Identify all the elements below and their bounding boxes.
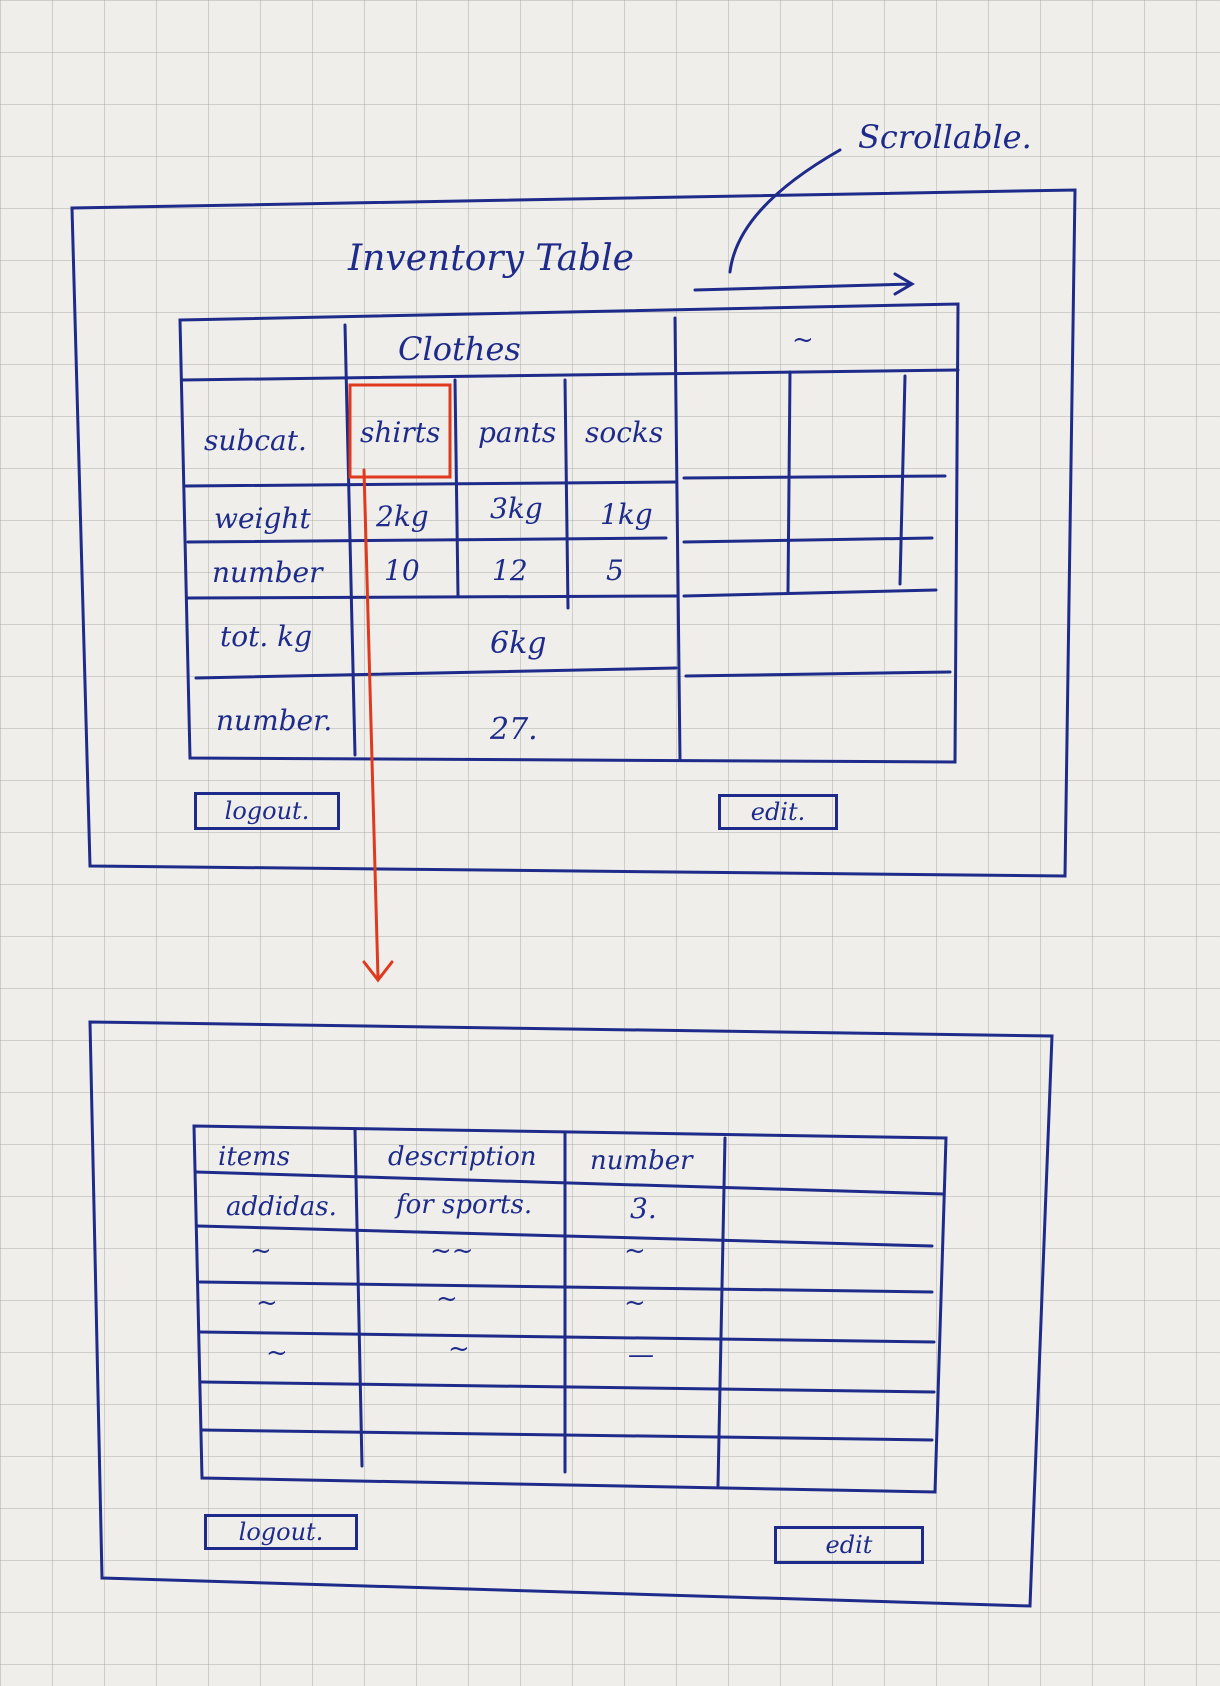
weight-cell-pants: 3kg (490, 492, 543, 525)
total-number-value: 27. (490, 712, 538, 747)
category-header-clothes: Clothes (398, 330, 521, 368)
scroll-col-line-b (898, 374, 907, 586)
row-header-total-number: number. (216, 704, 333, 737)
row-line-4 (186, 594, 678, 600)
scroll-annotation-curve (728, 148, 842, 274)
logout-button[interactable]: logout. (194, 792, 340, 830)
t2-header-description: description (388, 1142, 537, 1172)
col-line-1 (343, 323, 357, 757)
t2-row4-description: ~ (448, 1334, 470, 1364)
scroll-row-line-c (682, 588, 938, 598)
scrollable-annotation: Scrollable. (858, 118, 1032, 156)
t2-row4-item: ~ (266, 1338, 288, 1368)
category-header-next: ~ (792, 325, 814, 355)
scroll-row-line-d (684, 670, 952, 678)
weight-cell-socks: 1kg (600, 498, 653, 531)
screen1-frame (70, 188, 1077, 878)
row-header-weight: weight (214, 502, 311, 535)
edit-button-detail[interactable]: edit (774, 1526, 924, 1564)
t2-row2-description: ~~ (430, 1236, 474, 1266)
t2-row3-number: ~ (624, 1288, 646, 1318)
row-line-2 (184, 480, 678, 488)
t2-header-items: items (218, 1142, 291, 1172)
row-line-1 (180, 368, 960, 382)
screen2-table-border (192, 1124, 948, 1494)
number-cell-pants: 12 (492, 554, 528, 587)
screen1-table-border (178, 302, 960, 764)
t2-row4-number: — (628, 1340, 654, 1370)
t2-col-3 (716, 1136, 727, 1488)
logout-button-detail[interactable]: logout. (204, 1514, 358, 1550)
col-line-3 (563, 378, 570, 610)
row-line-3 (186, 536, 668, 544)
row-header-total-kg: tot. kg (220, 620, 313, 653)
edit-button[interactable]: edit. (718, 794, 838, 830)
t2-row2-item: ~ (250, 1236, 272, 1266)
t2-row3-item: ~ (256, 1288, 278, 1318)
t2-row-4 (198, 1330, 936, 1344)
row-line-5 (194, 666, 678, 680)
screen2-frame (88, 1020, 1054, 1608)
subcat-cell-pants[interactable]: pants (478, 416, 557, 449)
t2-row3-description: ~ (436, 1284, 458, 1314)
col-line-4 (673, 316, 682, 762)
t2-col-1 (353, 1128, 364, 1468)
t2-row1-item: addidas. (226, 1192, 337, 1222)
t2-row-1 (194, 1170, 946, 1196)
number-cell-socks: 5 (606, 554, 624, 587)
weight-cell-shirts: 2kg (376, 500, 429, 533)
scroll-arrow (693, 272, 915, 296)
t2-row1-description: for sports. (396, 1190, 533, 1220)
drilldown-arrow (362, 468, 394, 983)
page-title: Inventory Table (348, 238, 634, 279)
selected-cell-highlight (348, 383, 452, 479)
t2-row2-number: ~ (624, 1236, 646, 1266)
scroll-row-line-a (682, 474, 947, 480)
t2-row1-number: 3. (630, 1192, 657, 1225)
number-cell-shirts: 10 (384, 554, 420, 587)
row-header-number: number (212, 556, 323, 589)
total-kg-value: 6kg (490, 626, 547, 661)
t2-row-6 (200, 1428, 934, 1442)
scroll-col-line-a (786, 370, 792, 594)
t2-header-number: number (590, 1146, 693, 1176)
row-header-subcat: subcat. (204, 424, 307, 457)
t2-row-5 (200, 1380, 936, 1394)
subcat-cell-socks[interactable]: socks (585, 416, 664, 449)
subcat-cell-shirts[interactable]: shirts (360, 416, 441, 449)
col-line-2 (453, 378, 460, 598)
scroll-row-line-b (682, 536, 934, 544)
